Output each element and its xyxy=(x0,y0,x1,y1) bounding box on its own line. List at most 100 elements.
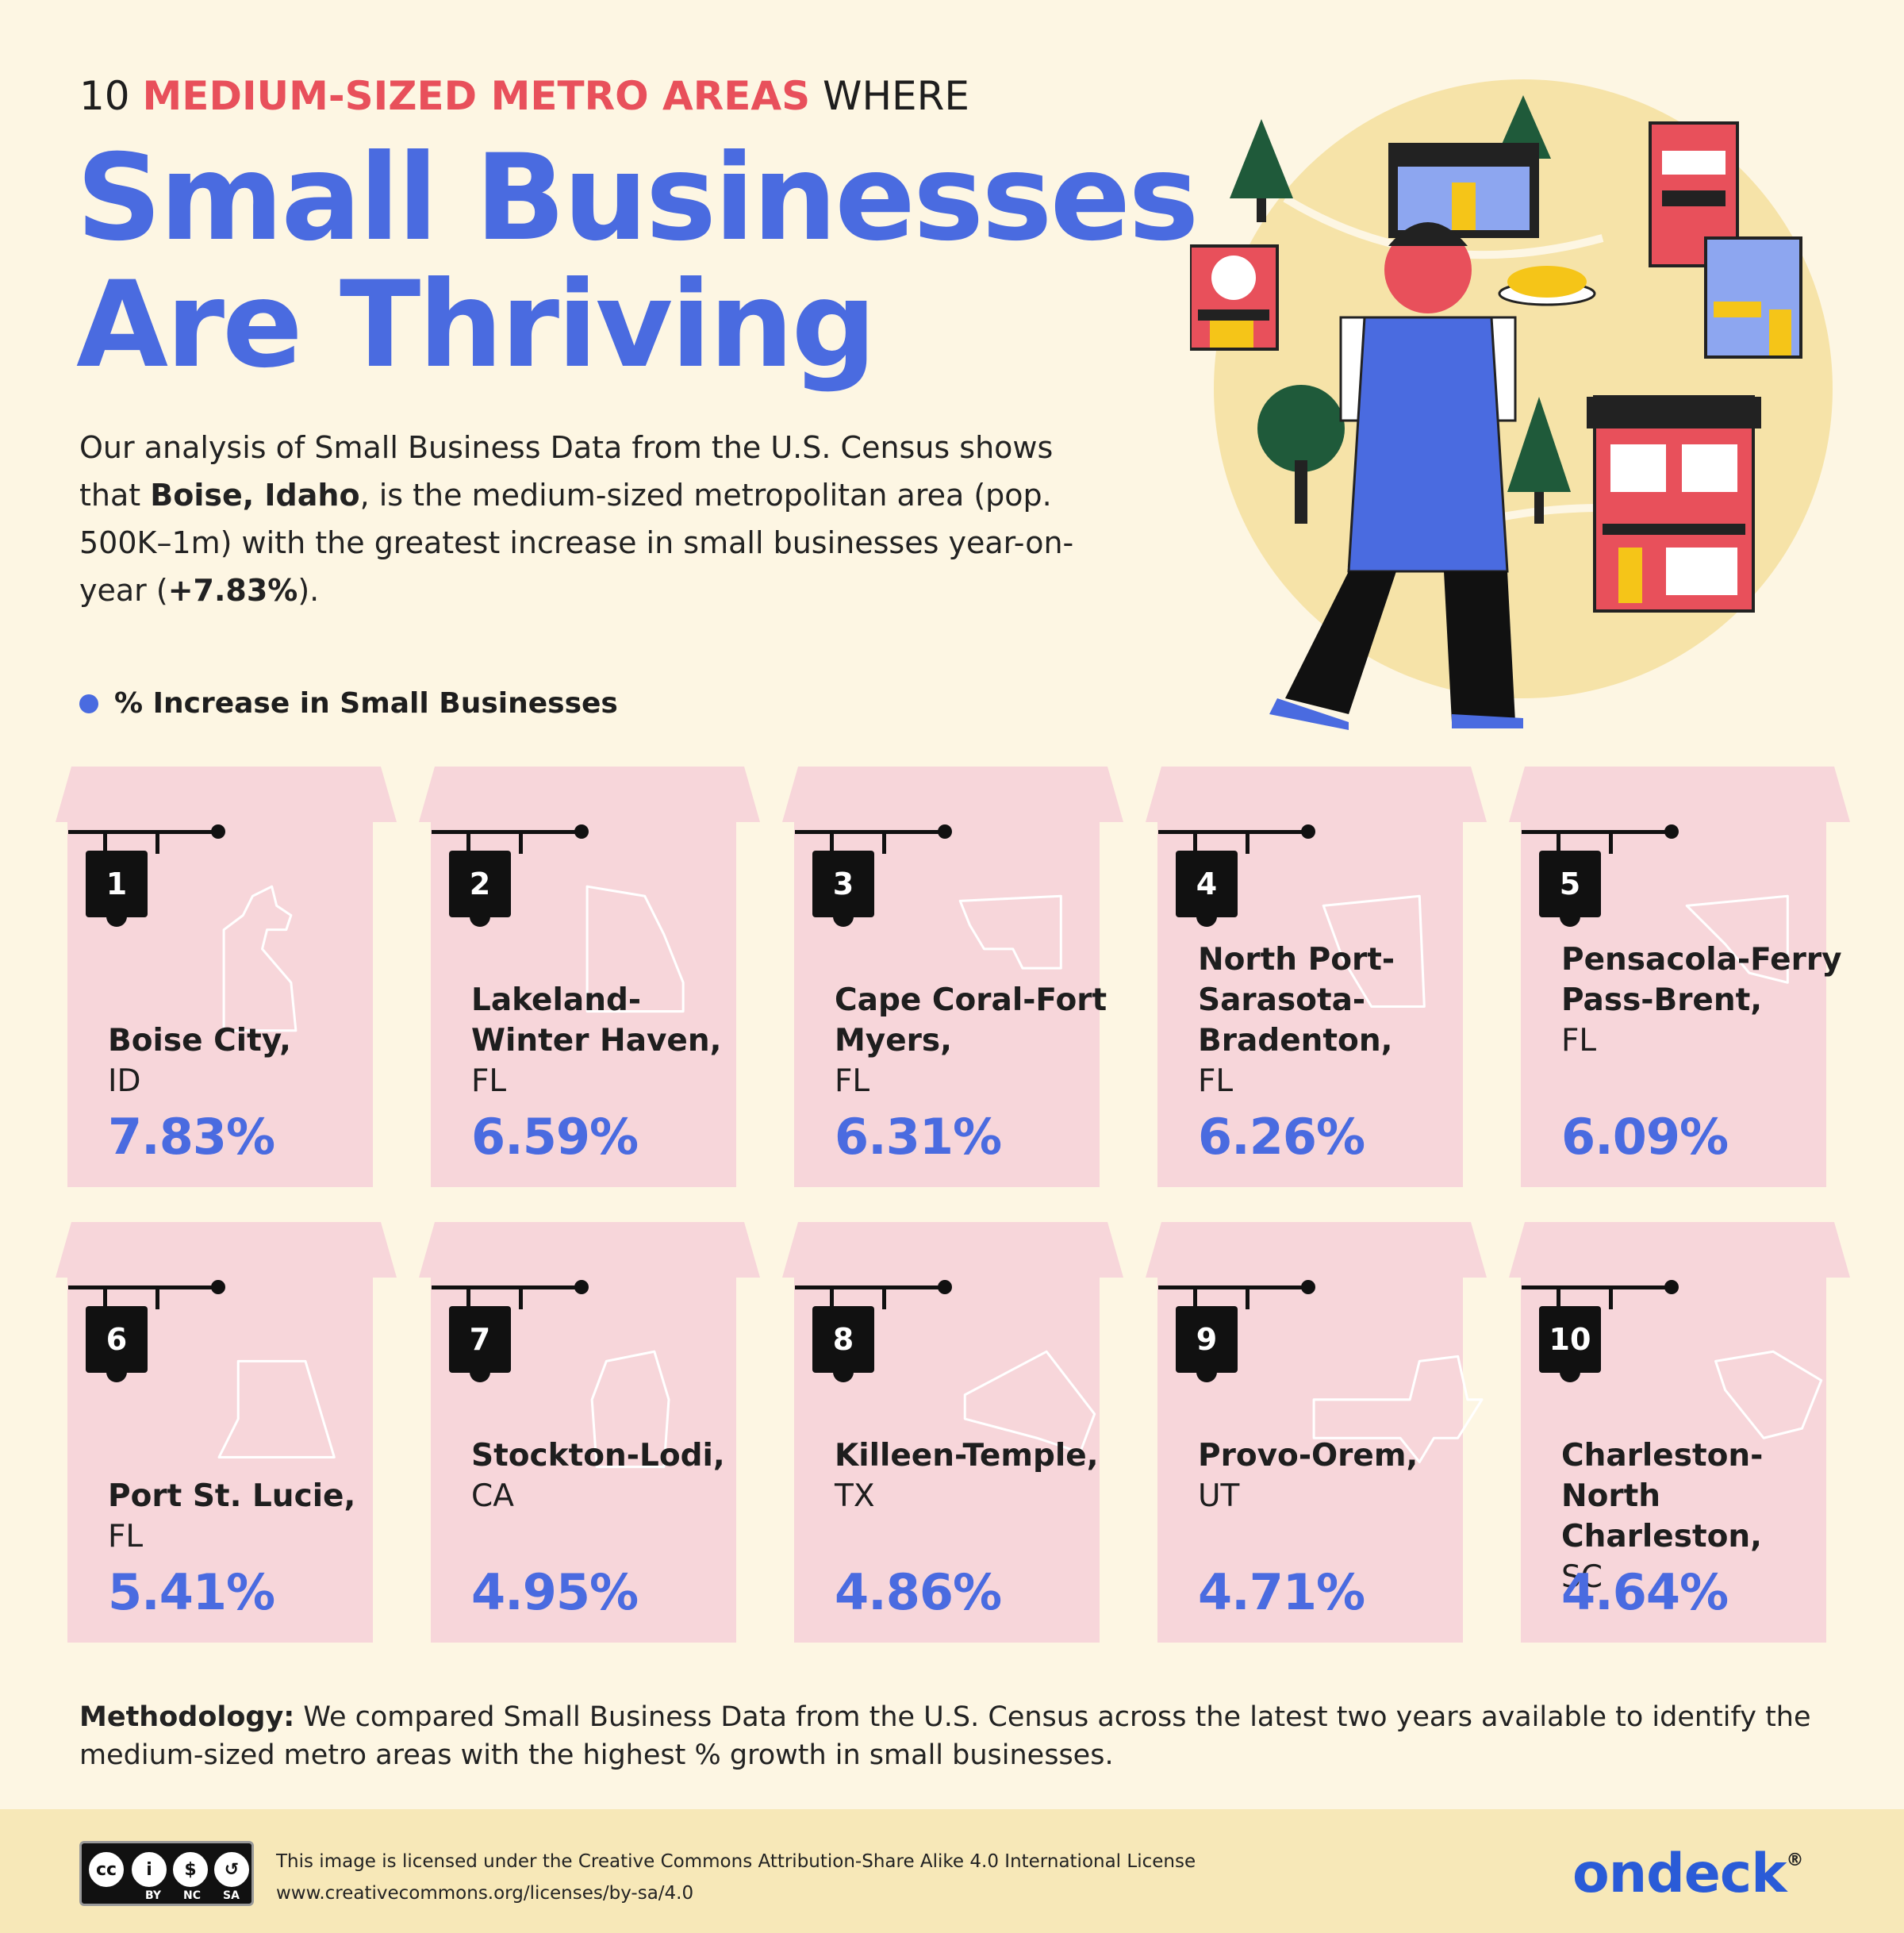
brand-name: ondeck xyxy=(1572,1843,1787,1905)
sign-hanger-icon xyxy=(1158,830,1309,834)
metro-outline-icon xyxy=(1685,894,1789,984)
sign-hanger-icon xyxy=(432,1285,582,1289)
legend: % Increase in Small Businesses xyxy=(79,687,618,720)
footer: cc i $ ↺ BY NC SA This image is licensed… xyxy=(0,1809,1904,1933)
metro-percentage: 6.59% xyxy=(471,1108,639,1166)
sign-hanger-icon xyxy=(1193,1285,1197,1309)
sign-hanger-icon xyxy=(574,1280,589,1294)
metro-card: 9 Provo-Orem, UT 4.71% xyxy=(1146,1222,1487,1643)
sign-hanger-icon xyxy=(211,1280,225,1294)
metro-percentage: 5.41% xyxy=(108,1563,275,1621)
metro-percentage: 7.83% xyxy=(108,1108,275,1166)
methodology-text: We compared Small Business Data from the… xyxy=(79,1701,1811,1771)
sign-hanger-icon xyxy=(466,830,470,854)
page-title: Small Businesses Are Thriving xyxy=(76,135,1200,394)
pre-title-start: 10 xyxy=(79,73,130,119)
brand-mark: ® xyxy=(1786,1850,1803,1870)
shop-building-icon xyxy=(1190,244,1279,351)
sign-hanger-icon xyxy=(519,830,523,854)
intro-text-2: , is the medium-sized metropolitan area … xyxy=(79,478,1074,608)
metro-state: FL xyxy=(108,1519,144,1554)
metro-outline-icon xyxy=(1312,1355,1484,1464)
sign-hanger-icon xyxy=(68,1285,219,1289)
license-text: This image is licensed under the Creativ… xyxy=(276,1846,1196,1909)
pre-title-accent: MEDIUM-SIZED METRO AREAS xyxy=(142,73,811,119)
metro-name-text: Port St. Lucie, xyxy=(108,1478,356,1514)
metro-card: 5 Pensacola-Ferry Pass-Brent, FL 6.09% xyxy=(1509,767,1850,1187)
metro-name-text: Charleston-North Charleston, xyxy=(1561,1438,1764,1554)
cc-label-by: BY xyxy=(145,1889,162,1902)
rank-badge: 2 xyxy=(449,851,511,927)
intro-city: Boise, Idaho xyxy=(150,478,360,513)
shopkeeper-illustration-icon xyxy=(1190,79,1833,730)
metro-name: Boise City, ID xyxy=(108,1020,393,1101)
metro-name: Provo-Orem, UT xyxy=(1198,1435,1484,1516)
rank-badge: 1 xyxy=(86,851,148,927)
metro-outline-icon xyxy=(1322,894,1426,1009)
metro-percentage: 4.64% xyxy=(1561,1563,1729,1621)
metro-state: UT xyxy=(1198,1478,1240,1514)
sign-hanger-icon xyxy=(1246,830,1250,854)
metro-outline-icon xyxy=(590,1350,670,1469)
creative-commons-badge-icon: cc i $ ↺ BY NC SA xyxy=(79,1841,254,1906)
sign-hanger-icon xyxy=(1557,1285,1560,1309)
metro-outline-icon xyxy=(585,885,685,1013)
metro-name: Stockton-Lodi, CA xyxy=(471,1435,757,1516)
metro-name-text: Pensacola-Ferry Pass-Brent, xyxy=(1561,942,1842,1018)
metro-name: North Port-Sarasota-Bradenton, FL xyxy=(1198,940,1484,1101)
cc-label-nc: NC xyxy=(183,1889,201,1902)
methodology-label: Methodology: xyxy=(79,1701,295,1733)
sign-hanger-icon xyxy=(1609,830,1613,854)
sign-hanger-icon xyxy=(432,830,582,834)
metro-state: TX xyxy=(835,1478,875,1514)
metro-name-text: Stockton-Lodi, xyxy=(471,1438,725,1474)
license-url[interactable]: www.creativecommons.org/licenses/by-sa/4… xyxy=(276,1883,694,1904)
sign-hanger-icon xyxy=(1246,1285,1250,1309)
rank-badge: 9 xyxy=(1176,1306,1238,1382)
metro-name-text: Provo-Orem, xyxy=(1198,1438,1418,1474)
metro-outline-icon xyxy=(963,1350,1096,1454)
metro-name: Pensacola-Ferry Pass-Brent, FL xyxy=(1561,940,1847,1061)
legend-label: % Increase in Small Businesses xyxy=(114,687,618,720)
sign-hanger-icon xyxy=(795,1285,946,1289)
rank-badge: 7 xyxy=(449,1306,511,1382)
rank-badge: 8 xyxy=(812,1306,874,1382)
sign-hanger-icon xyxy=(1522,1285,1672,1289)
cc-icon: cc xyxy=(86,1850,126,1889)
shopkeeper-person-icon xyxy=(1269,222,1596,730)
sign-hanger-icon xyxy=(574,824,589,839)
sign-hanger-icon xyxy=(68,830,219,834)
sign-hanger-icon xyxy=(519,1285,523,1309)
sign-hanger-icon xyxy=(1522,830,1672,834)
rank-badge: 5 xyxy=(1539,851,1601,927)
sign-hanger-icon xyxy=(1301,1280,1315,1294)
sign-hanger-icon xyxy=(938,1280,952,1294)
rank-badge: 4 xyxy=(1176,851,1238,927)
shop-building-icon xyxy=(1704,236,1802,359)
sign-hanger-icon xyxy=(466,1285,470,1309)
metro-percentage: 4.95% xyxy=(471,1563,639,1621)
sign-hanger-icon xyxy=(211,824,225,839)
metro-state: FL xyxy=(835,1063,870,1099)
sign-hanger-icon xyxy=(103,830,107,854)
metro-percentage: 6.26% xyxy=(1198,1108,1365,1166)
sharealike-icon: ↺ xyxy=(212,1850,251,1889)
metro-name-text: Cape Coral-Fort Myers, xyxy=(835,982,1107,1059)
pre-title: 10 MEDIUM-SIZED METRO AREAS WHERE xyxy=(79,73,969,119)
metro-name-text: North Port-Sarasota-Bradenton, xyxy=(1198,942,1395,1059)
title-line-2: Are Thriving xyxy=(76,256,877,394)
metro-name-text: Killeen-Temple, xyxy=(835,1438,1099,1474)
metro-card: 2 Lakeland-Winter Haven, FL 6.59% xyxy=(419,767,760,1187)
methodology: Methodology: We compared Small Business … xyxy=(79,1698,1825,1774)
sign-hanger-icon xyxy=(830,1285,834,1309)
metro-outline-icon xyxy=(222,885,298,1032)
sign-hanger-icon xyxy=(1557,830,1560,854)
metro-percentage: 4.71% xyxy=(1198,1563,1365,1621)
intro-text-3: ). xyxy=(298,573,320,608)
sign-hanger-icon xyxy=(795,830,946,834)
metro-name-text: Boise City, xyxy=(108,1023,291,1059)
attribution-icon: i xyxy=(129,1850,169,1889)
metro-state: FL xyxy=(471,1063,507,1099)
metro-name: Lakeland-Winter Haven, FL xyxy=(471,980,757,1101)
brand-logo: ondeck® xyxy=(1572,1843,1803,1905)
